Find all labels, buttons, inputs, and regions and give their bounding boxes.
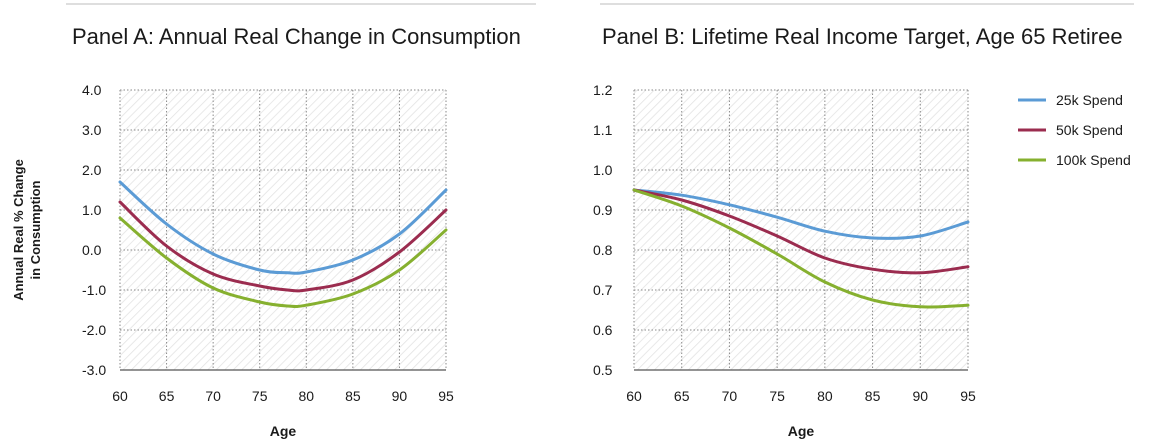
chart-title: Panel A: Annual Real Change in Consumpti… — [72, 24, 521, 49]
x-tick-label: 70 — [205, 388, 221, 404]
legend-label: 25k Spend — [1056, 92, 1123, 108]
x-tick-label: 60 — [626, 388, 642, 404]
y-tick-label: 2.0 — [82, 162, 102, 178]
y-tick-label: 0.6 — [593, 322, 613, 338]
y-axis-title: in Consumption — [28, 180, 43, 279]
y-tick-label: 0.9 — [593, 202, 613, 218]
panel-b: Panel B: Lifetime Real Income Target, Ag… — [574, 0, 1149, 440]
x-tick-label: 75 — [769, 388, 785, 404]
x-tick-label: 90 — [392, 388, 408, 404]
y-tick-label: 0.7 — [593, 282, 613, 298]
panel-a: Panel A: Annual Real Change in Consumpti… — [0, 0, 574, 440]
x-tick-label: 75 — [252, 388, 268, 404]
x-tick-label: 80 — [817, 388, 833, 404]
panel-a-chart: Panel A: Annual Real Change in Consumpti… — [11, 3, 536, 439]
x-tick-label: 95 — [438, 388, 454, 404]
x-axis-title: Age — [788, 423, 815, 439]
x-tick-label: 60 — [112, 388, 128, 404]
x-tick-label: 85 — [345, 388, 361, 404]
plot-area — [120, 90, 446, 370]
x-tick-label: 95 — [960, 388, 976, 404]
y-tick-label: 0.5 — [593, 362, 613, 378]
series-line-2 — [632, 188, 970, 275]
y-tick-label: 0.8 — [593, 242, 613, 258]
x-tick-label: 85 — [865, 388, 881, 404]
x-tick-label: 80 — [298, 388, 314, 404]
series-line-1 — [632, 188, 970, 240]
series-line-2 — [118, 200, 448, 293]
series-line-1 — [118, 180, 448, 275]
y-tick-label: 3.0 — [82, 122, 102, 138]
series-line-3 — [632, 188, 970, 309]
y-tick-label: 1.1 — [593, 122, 613, 138]
legend-label: 50k Spend — [1056, 122, 1123, 138]
y-tick-label: 1.2 — [593, 82, 613, 98]
y-tick-label: -2.0 — [82, 322, 106, 338]
panel-b-chart: Panel B: Lifetime Real Income Target, Ag… — [593, 3, 1134, 439]
x-tick-label: 65 — [674, 388, 690, 404]
y-tick-label: 1.0 — [82, 202, 102, 218]
y-axis-title: Annual Real % Change — [11, 159, 26, 301]
legend-label: 100k Spend — [1056, 152, 1131, 168]
x-axis-title: Age — [270, 423, 297, 439]
y-tick-label: -1.0 — [82, 282, 106, 298]
x-tick-label: 70 — [722, 388, 738, 404]
chart-title: Panel B: Lifetime Real Income Target, Ag… — [602, 24, 1123, 49]
plot-area — [634, 90, 968, 370]
y-tick-label: 1.0 — [593, 162, 613, 178]
series-line-3 — [118, 216, 448, 309]
y-tick-label: 0.0 — [82, 242, 102, 258]
x-tick-label: 65 — [159, 388, 175, 404]
y-tick-label: -3.0 — [82, 362, 106, 378]
x-tick-label: 90 — [912, 388, 928, 404]
y-tick-label: 4.0 — [82, 82, 102, 98]
